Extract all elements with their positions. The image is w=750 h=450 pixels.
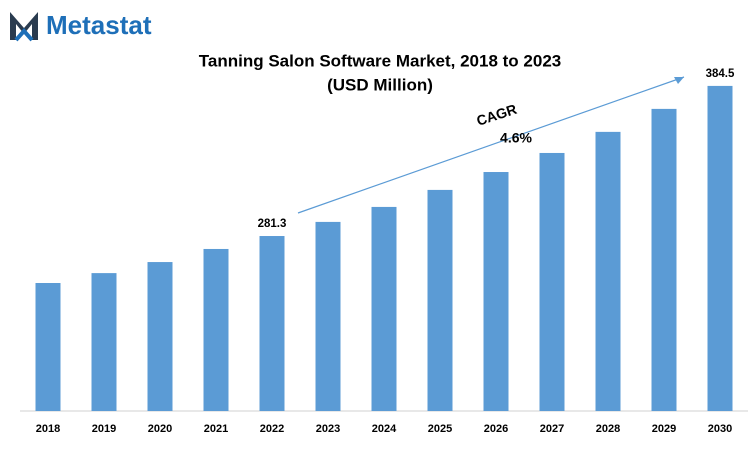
- bar: [651, 108, 677, 412]
- x-tick-label: 2025: [428, 423, 452, 435]
- x-tick-label: 2021: [204, 423, 228, 435]
- cagr-value: 4.6%: [500, 130, 532, 146]
- bar: [203, 248, 229, 411]
- cagr-arrow: [297, 76, 685, 214]
- bar: [259, 236, 285, 411]
- x-tick-label: 2020: [148, 423, 172, 435]
- x-tick-label: 2019: [92, 423, 116, 435]
- bar: [595, 131, 621, 411]
- value-label: 281.3: [258, 218, 287, 230]
- chart-subtitle: (USD Million): [327, 75, 433, 94]
- x-tick-label: 2029: [652, 423, 676, 435]
- x-tick-label: 2023: [316, 423, 340, 435]
- bar: [371, 206, 397, 411]
- bar: [539, 152, 565, 412]
- bar: [483, 172, 509, 411]
- x-tick-label: 2028: [596, 423, 620, 435]
- x-tick-label: 2022: [260, 423, 284, 435]
- cagr-label: CAGR: [475, 101, 519, 129]
- bar: [315, 221, 341, 411]
- x-tick-label: 2027: [540, 423, 564, 435]
- logo: [10, 12, 38, 42]
- brand: Metastat: [46, 10, 152, 40]
- x-tick-label: 2018: [36, 423, 60, 435]
- bar: [35, 283, 61, 411]
- bar: [427, 189, 453, 411]
- bar: [707, 85, 733, 411]
- x-tick-label: 2024: [372, 423, 397, 435]
- x-tick-label: 2030: [708, 423, 732, 435]
- chart-title: Tanning Salon Software Market, 2018 to 2…: [199, 51, 561, 70]
- x-tick-label: 2026: [484, 423, 508, 435]
- bar: [147, 262, 173, 411]
- bar: [91, 273, 117, 411]
- value-label: 384.5: [706, 68, 735, 80]
